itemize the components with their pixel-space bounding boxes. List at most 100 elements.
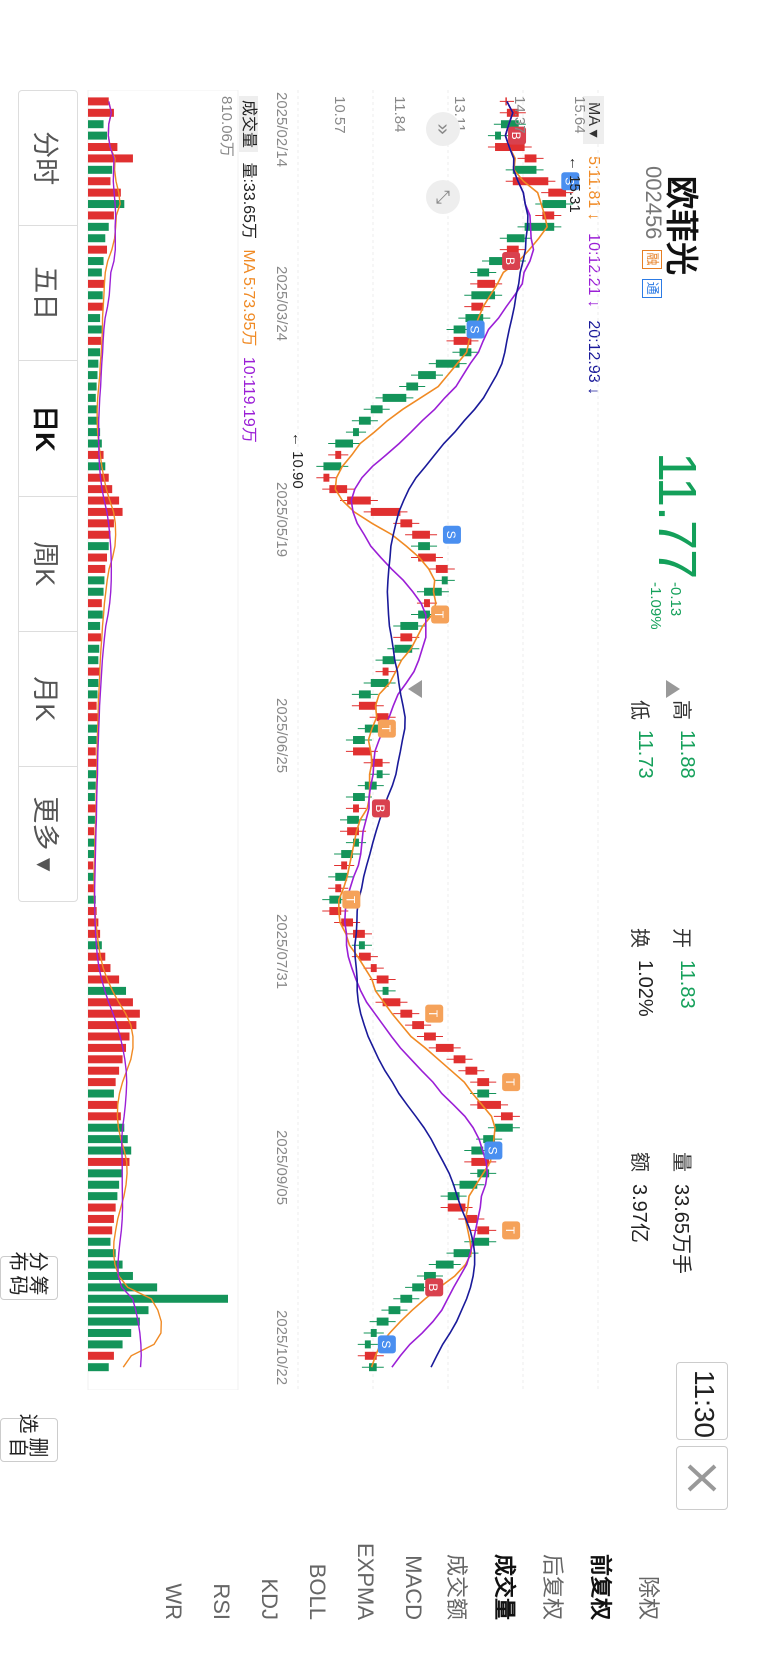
volume-bar <box>87 804 96 813</box>
side-item-backward-adjust[interactable]: 后复权 <box>540 1553 565 1620</box>
last-price: 11.77 <box>647 452 707 579</box>
signal-label: S <box>444 531 458 539</box>
candle-body <box>370 507 401 516</box>
chips-distribution-button[interactable]: 筹码分布 <box>0 1248 58 1300</box>
side-item-forward-adjust[interactable]: 前复权 <box>588 1553 613 1620</box>
volume-bar <box>88 1180 120 1189</box>
candle-body <box>347 496 371 505</box>
volume-bar <box>87 1317 140 1326</box>
candle-body <box>495 131 501 140</box>
volume-ma10: 10:119.19万 <box>240 356 257 443</box>
signal-badge <box>502 1073 521 1092</box>
volume-label: 量 <box>670 1152 692 1172</box>
clock-time: 11:30 <box>689 1370 720 1438</box>
kline-chart[interactable]: B S B S S T T B T T T S T B S <box>78 90 618 1390</box>
candle-body <box>495 1123 513 1132</box>
volume-bar <box>88 222 109 231</box>
volume-bar <box>87 279 105 288</box>
price-axis-bottom: 10.57 <box>331 96 348 134</box>
tab-intraday[interactable]: 分时 <box>19 91 77 227</box>
candle-body <box>382 998 401 1007</box>
candle-body <box>400 1294 413 1303</box>
candle-body <box>400 621 419 630</box>
volume-bar <box>88 1203 116 1212</box>
volume-bar <box>87 713 99 722</box>
connect-tag: 通 <box>641 278 662 298</box>
volume-bar <box>87 257 104 266</box>
side-item-amount[interactable]: 成交额 <box>444 1553 469 1620</box>
candle-body <box>406 382 419 391</box>
tab-weekly-k[interactable]: 周K <box>19 496 77 632</box>
candle-body <box>506 234 525 243</box>
candle-body <box>358 416 371 425</box>
side-item-wr[interactable]: WR <box>161 1583 186 1620</box>
candle-body <box>353 929 365 938</box>
date-label: 2025/03/24 <box>273 266 290 342</box>
candle-body <box>459 1180 478 1189</box>
candle-body <box>524 154 537 163</box>
close-button[interactable] <box>676 1446 728 1510</box>
volume-bar <box>87 564 106 573</box>
tab-more[interactable]: 更多 ▾ <box>30 796 61 872</box>
side-item-macd[interactable]: MACD <box>401 1555 426 1620</box>
open-label: 开 <box>670 928 692 948</box>
candle-body <box>506 245 519 254</box>
date-label: 2025/07/31 <box>273 914 290 990</box>
ma20-line <box>354 101 529 1368</box>
candle-body <box>341 918 354 927</box>
volume-legend: 成交量 量:33.65万 MA 5:73.95万 10:119.19万 <box>239 96 263 443</box>
margin-tag: 融 <box>641 249 662 269</box>
delete-watchlist-button[interactable]: 删自选 <box>0 1410 58 1462</box>
volume-bar <box>88 1123 125 1132</box>
candle-body <box>370 1328 377 1337</box>
signal-label: T <box>432 611 446 619</box>
candle-body <box>382 667 389 676</box>
volume-bar <box>88 1306 149 1315</box>
volume-bar <box>88 188 121 197</box>
volume-bar <box>88 1100 118 1109</box>
tab-five-day[interactable]: 五日 <box>19 226 77 362</box>
volume-bar <box>88 530 111 539</box>
volume-bar <box>88 975 120 984</box>
signal-label: T <box>426 1010 440 1018</box>
expand-icon[interactable]: » <box>426 112 460 146</box>
volume-bar <box>87 610 103 619</box>
candle-body <box>524 222 555 231</box>
side-item-ex-rights[interactable]: 除权 <box>636 1575 661 1620</box>
side-item-expma[interactable]: EXPMA <box>353 1542 378 1620</box>
volume-bar <box>88 143 118 152</box>
date-label: 2025/05/19 <box>273 482 290 558</box>
candle-body <box>500 120 519 129</box>
volume-bar <box>88 1237 111 1246</box>
high-value: 11.88 <box>676 730 698 779</box>
candle-body <box>382 986 389 995</box>
volume-ma10-line <box>93 101 142 1368</box>
high-marker: ← 15.31 <box>566 156 583 213</box>
volume-bar <box>87 929 101 938</box>
candle-body <box>418 610 430 619</box>
volume-bar <box>87 838 95 847</box>
candle-body <box>435 1260 454 1269</box>
candle-body <box>542 200 567 209</box>
candle-body <box>369 1363 377 1372</box>
side-item-rsi[interactable]: RSI <box>209 1583 234 1620</box>
candle-body <box>418 542 430 551</box>
candle-body <box>412 1021 425 1030</box>
tab-monthly-k[interactable]: 月K <box>19 631 77 767</box>
side-item-volume[interactable]: 成交量 <box>492 1553 517 1620</box>
volume-bar <box>88 1055 123 1064</box>
tab-daily-k[interactable]: 日K <box>19 361 77 497</box>
volume-bar <box>88 1351 114 1360</box>
candle-body <box>477 279 496 288</box>
volume-bar <box>87 1021 137 1030</box>
candle-body <box>353 804 359 813</box>
prev-stock-arrow-icon[interactable] <box>666 680 680 698</box>
candle-body <box>548 188 567 197</box>
side-item-boll[interactable]: BOLL <box>305 1563 330 1620</box>
side-item-kdj[interactable]: KDJ <box>257 1578 282 1620</box>
volume-bar <box>87 644 100 653</box>
candle-body <box>323 473 330 482</box>
candle-body <box>471 1157 490 1166</box>
candle-body <box>424 1271 436 1280</box>
collapse-icon[interactable]: ⤡ <box>426 180 460 214</box>
